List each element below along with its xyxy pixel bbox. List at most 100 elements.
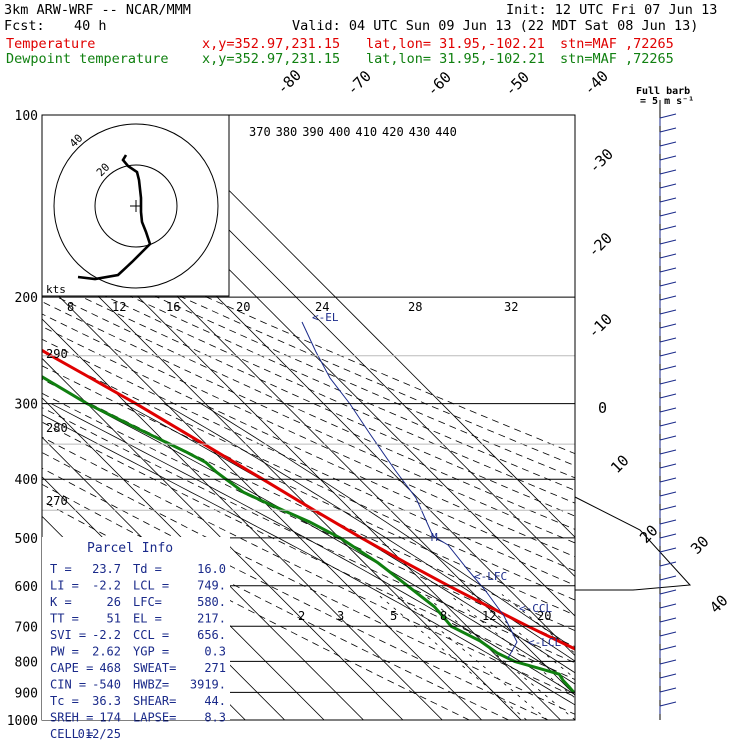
ccl-marker: <-CCL	[519, 602, 552, 615]
speed-label: 16	[166, 300, 180, 314]
wind-barb	[659, 281, 677, 294]
parcel-key: SVI =	[50, 628, 86, 642]
parcel-value: 51	[107, 612, 121, 626]
forecast-label: Fcst:	[4, 18, 45, 34]
parcel-value: 012/25	[78, 727, 121, 740]
parcel-key: HWBZ=	[133, 678, 169, 692]
header: 3km ARW-WRF -- NCAR/MMM Init: 12 UTC Fri…	[0, 0, 740, 70]
hodograph-trace	[77, 154, 152, 281]
parcel-key: PW =	[50, 645, 79, 659]
parcel-key: Tc =	[50, 694, 79, 708]
parcel-key: SHEAR=	[133, 694, 176, 708]
wind-barb	[659, 435, 677, 448]
temp-latlon: lat,lon= 31.95,-102.21	[366, 36, 545, 52]
parcel-value: -540	[92, 678, 121, 692]
parcel-value: 0.3	[204, 645, 226, 659]
isotherm-label: -20	[584, 229, 616, 261]
hodograph-ring	[94, 164, 178, 248]
dry-adiabat	[42, 365, 575, 616]
parcel-key: YGP =	[133, 645, 169, 659]
parcel-value: 468	[99, 661, 121, 675]
pressure-tick-label: 900	[15, 686, 38, 701]
wind-barb	[659, 533, 677, 546]
wind-barb	[659, 127, 677, 140]
dry-adiabat	[42, 452, 575, 715]
parcel-value: 580.	[197, 595, 226, 609]
parcel-value: 26	[107, 595, 121, 609]
parcel-key: K =	[50, 595, 72, 609]
isotherm-line	[153, 115, 575, 538]
wind-barb	[659, 491, 677, 504]
theta-e-label: 370	[249, 125, 271, 139]
isotherm-label: 40	[706, 591, 732, 617]
pressure-tick-label: 100	[15, 109, 38, 124]
speed-label: 24	[315, 300, 329, 314]
dry-adiabat	[42, 467, 549, 720]
wind-barb	[659, 113, 677, 126]
wind-legend: Full barb	[636, 86, 690, 97]
valid-time: Valid: 04 UTC Sun 09 Jun 13 (22 MDT Sat …	[292, 18, 699, 34]
hodo-extension-frame	[574, 496, 692, 591]
mixing-ratio-label: 2	[298, 609, 305, 623]
wind-barb	[659, 561, 677, 574]
temperature-line	[42, 348, 575, 651]
dew-station: stn=MAF ,72265	[560, 51, 674, 67]
parcel-info-title: Parcel Info	[87, 541, 173, 556]
lcl-marker: <-LCL	[528, 636, 561, 649]
parcel-key: T =	[50, 562, 72, 576]
moist-adiabat	[85, 403, 575, 685]
dry-adiabat	[42, 421, 575, 680]
mixing-ratio-line	[397, 594, 548, 720]
parcel-key: TT =	[50, 612, 79, 626]
parcel-key: SWEAT=	[133, 661, 176, 675]
pressure-tick-label: 1000	[7, 714, 38, 729]
theta-e-label: 420	[382, 125, 404, 139]
dry-adiabat	[42, 392, 575, 647]
speed-label: 32	[504, 300, 518, 314]
pressure-tick-label: 400	[15, 473, 38, 488]
moist-adiabat	[200, 403, 575, 650]
wind-barb	[659, 519, 677, 532]
isotherm-label: -50	[501, 68, 533, 100]
speed-label: 12	[112, 300, 126, 314]
wind-barb	[659, 673, 677, 686]
wind-barb	[659, 407, 677, 420]
wind-barb	[659, 645, 677, 658]
wind-barb	[659, 323, 677, 336]
moist-adiabat	[163, 403, 575, 662]
mixing-ratio-label: 5	[390, 609, 397, 623]
wind-barb	[659, 463, 677, 476]
parcel-value: 16.0	[197, 562, 226, 576]
pressure-tick-label: 200	[15, 291, 38, 306]
wind-barb	[659, 603, 677, 616]
parcel-key: LAPSE=	[133, 711, 176, 725]
mixing-ratio-label: 8	[440, 609, 447, 623]
mixing-ratio-line	[448, 594, 575, 699]
speed-label: 28	[408, 300, 422, 314]
parcel-key: LI =	[50, 579, 79, 593]
mixing-marker: M	[431, 531, 438, 544]
theta-e-label: 380	[276, 125, 298, 139]
mixing-ratio-line	[423, 594, 575, 720]
pressure-tick-label: 500	[15, 532, 38, 547]
isotherm-label: -70	[343, 67, 375, 99]
theta-e-label: 410	[355, 125, 377, 139]
parcel-value: 2.62	[92, 645, 121, 659]
mixing-ratio-label: 3	[337, 609, 344, 623]
wind-barb	[659, 337, 677, 350]
isotherm-label: -80	[273, 66, 305, 98]
isotherm-line	[42, 239, 522, 720]
parcel-key: SREH =	[50, 711, 93, 725]
model-title: 3km ARW-WRF -- NCAR/MMM	[4, 2, 191, 18]
mixing-ratio-label: 20	[537, 609, 551, 623]
theta-e-label: 390	[302, 125, 324, 139]
wind-barb	[659, 631, 677, 644]
speed-label: 8	[67, 300, 74, 314]
el-marker: <-EL	[312, 311, 339, 324]
parcel-value: 271	[204, 661, 226, 675]
wind-barb	[659, 155, 677, 168]
wind-barb	[659, 575, 677, 588]
wind-barb	[659, 253, 677, 266]
wind-barb	[659, 393, 677, 406]
